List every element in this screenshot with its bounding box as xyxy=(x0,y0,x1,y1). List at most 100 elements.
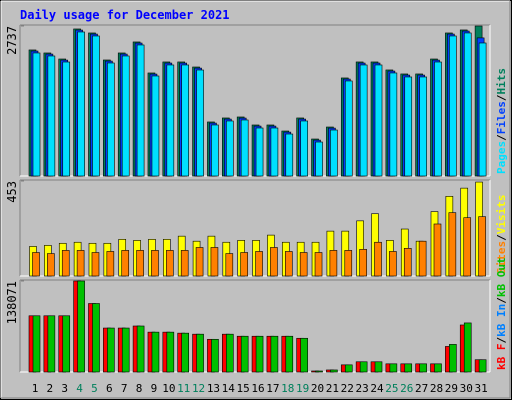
x-tick-label: 29 xyxy=(445,382,458,395)
x-tick-label: 2 xyxy=(47,382,54,395)
bar xyxy=(226,120,234,177)
bar xyxy=(299,252,308,277)
x-tick-label: 13 xyxy=(207,382,220,395)
bar xyxy=(418,240,427,277)
x-tick-label: 19 xyxy=(296,382,309,395)
bar xyxy=(419,76,427,177)
bar xyxy=(270,127,279,177)
legend: Sites/Visits xyxy=(495,195,508,275)
bar xyxy=(32,252,40,277)
x-tick-label: 17 xyxy=(266,382,279,395)
bar xyxy=(448,212,457,277)
bar xyxy=(330,369,338,373)
bar xyxy=(404,363,413,373)
bar xyxy=(77,31,85,177)
bar xyxy=(284,251,293,277)
bar xyxy=(433,223,442,277)
bar xyxy=(61,250,70,277)
x-tick-label: 10 xyxy=(162,382,175,395)
x-tick-label: 21 xyxy=(326,382,339,395)
bar xyxy=(92,303,100,373)
bar xyxy=(344,80,353,177)
bar xyxy=(62,315,71,373)
bar xyxy=(315,370,323,373)
bar xyxy=(329,250,338,277)
bar xyxy=(285,335,294,373)
legend-entry: Sites xyxy=(495,241,508,274)
bar xyxy=(91,252,100,277)
bar xyxy=(374,361,383,373)
bar xyxy=(180,250,189,277)
x-tick-label: 27 xyxy=(415,382,428,395)
bar xyxy=(285,133,294,177)
x-tick-label: 14 xyxy=(222,382,236,395)
bar xyxy=(419,363,427,373)
bar xyxy=(181,332,189,373)
bar xyxy=(255,251,263,277)
x-tick-label: 9 xyxy=(151,382,158,395)
bar xyxy=(166,331,175,373)
legend-separator: / xyxy=(495,297,508,304)
bar xyxy=(255,335,264,373)
y-tick-label: 2737 xyxy=(5,26,19,55)
legend-entry: kB F xyxy=(495,344,508,371)
bar xyxy=(270,335,279,373)
bar xyxy=(32,315,41,373)
bar xyxy=(344,250,353,277)
x-tick-label: 6 xyxy=(106,382,113,395)
bar xyxy=(478,42,487,177)
legend-separator: / xyxy=(495,337,508,344)
x-tick-label: 15 xyxy=(237,382,250,395)
bar xyxy=(47,55,56,177)
bar xyxy=(463,322,472,373)
bar xyxy=(47,315,56,373)
bar xyxy=(121,327,130,373)
bar xyxy=(211,338,219,373)
x-tick-label: 25 xyxy=(385,382,398,395)
bar xyxy=(62,61,71,177)
bar xyxy=(389,72,398,177)
bar xyxy=(106,251,115,277)
legend-entry: Hits xyxy=(495,68,508,95)
y-tick-label: 138071 xyxy=(5,281,19,324)
bar xyxy=(255,127,264,177)
bar xyxy=(359,249,367,277)
bar xyxy=(77,280,85,373)
bar xyxy=(195,247,204,277)
bar xyxy=(463,217,472,277)
bar xyxy=(478,359,487,373)
legend-separator: / xyxy=(495,134,508,141)
bar xyxy=(196,69,204,177)
bar xyxy=(121,250,130,277)
bar xyxy=(210,247,219,277)
legend: Pages/Files/Hits xyxy=(495,68,508,174)
bar xyxy=(225,253,234,277)
bar xyxy=(314,252,323,277)
x-tick-label: 4 xyxy=(76,382,83,395)
legend-entry: Pages xyxy=(495,141,508,174)
x-tick-label: 3 xyxy=(61,382,68,395)
bar xyxy=(92,35,100,177)
x-tick-label: 11 xyxy=(177,382,190,395)
legend-entry: Visits xyxy=(495,195,508,235)
x-tick-label: 7 xyxy=(121,382,128,395)
legend: kB F/kB In/kB Out xyxy=(495,257,508,370)
legend-entry: Files xyxy=(495,101,508,134)
bar xyxy=(151,75,160,177)
y-tick-label: 453 xyxy=(5,181,19,203)
bar xyxy=(434,363,442,373)
legend-separator: / xyxy=(495,234,508,241)
bar xyxy=(359,361,368,373)
bar xyxy=(121,55,130,177)
x-tick-label: 31 xyxy=(474,382,487,395)
bar xyxy=(47,253,55,277)
bar xyxy=(300,120,308,177)
bar xyxy=(32,52,41,177)
bar xyxy=(478,216,486,277)
bar xyxy=(196,333,204,373)
bar xyxy=(449,35,457,177)
bar xyxy=(166,64,175,177)
bar xyxy=(151,331,160,373)
bar xyxy=(315,141,323,177)
